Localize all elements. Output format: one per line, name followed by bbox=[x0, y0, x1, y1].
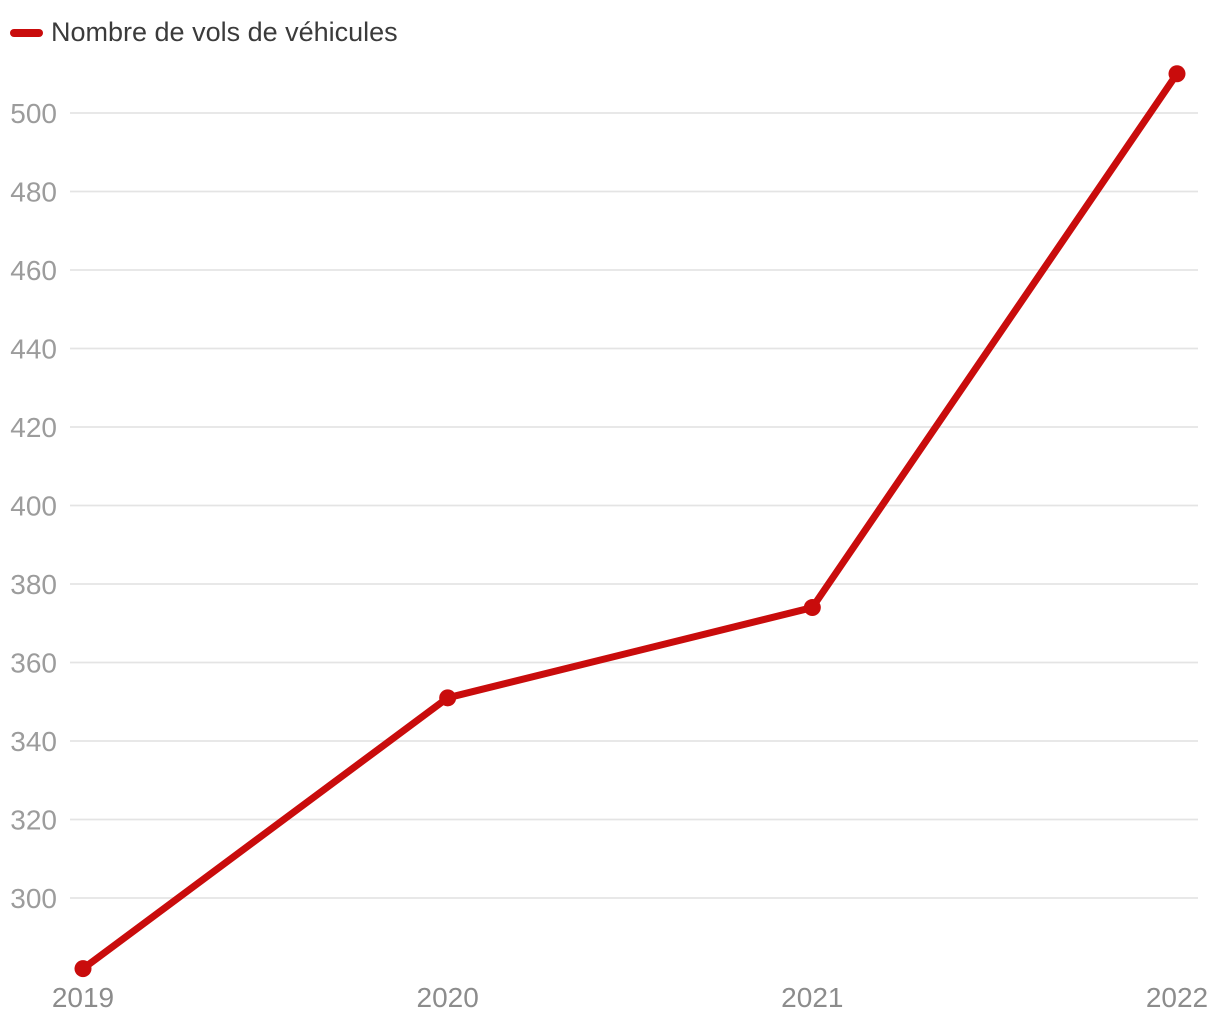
data-point bbox=[74, 960, 92, 978]
y-tick-label: 300 bbox=[10, 883, 57, 914]
data-point bbox=[803, 599, 821, 617]
y-tick-label: 420 bbox=[10, 412, 57, 443]
y-tick-label: 480 bbox=[10, 177, 57, 208]
y-tick-label: 400 bbox=[10, 491, 57, 522]
y-tick-label: 380 bbox=[10, 569, 57, 600]
y-tick-label: 440 bbox=[10, 334, 57, 365]
y-tick-label: 360 bbox=[10, 648, 57, 679]
legend: Nombre de vols de véhicules bbox=[10, 19, 398, 46]
y-tick-label: 340 bbox=[10, 726, 57, 757]
x-tick-label: 2019 bbox=[52, 982, 114, 1013]
legend-line-marker-icon bbox=[10, 28, 43, 37]
x-tick-label: 2021 bbox=[781, 982, 843, 1013]
x-tick-label: 2022 bbox=[1146, 982, 1208, 1013]
x-tick-label: 2020 bbox=[417, 982, 479, 1013]
line-series bbox=[79, 70, 1181, 973]
y-tick-label: 500 bbox=[10, 98, 57, 129]
y-tick-label: 320 bbox=[10, 805, 57, 836]
legend-label: Nombre de vols de véhicules bbox=[51, 17, 398, 47]
y-tick-label: 460 bbox=[10, 255, 57, 286]
data-point bbox=[439, 689, 457, 707]
data-point bbox=[1168, 65, 1186, 83]
